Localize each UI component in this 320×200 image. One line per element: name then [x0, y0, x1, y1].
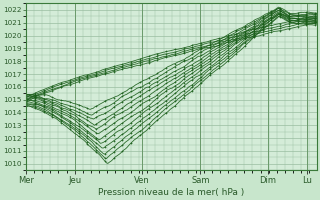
- X-axis label: Pression niveau de la mer( hPa ): Pression niveau de la mer( hPa ): [98, 188, 244, 197]
